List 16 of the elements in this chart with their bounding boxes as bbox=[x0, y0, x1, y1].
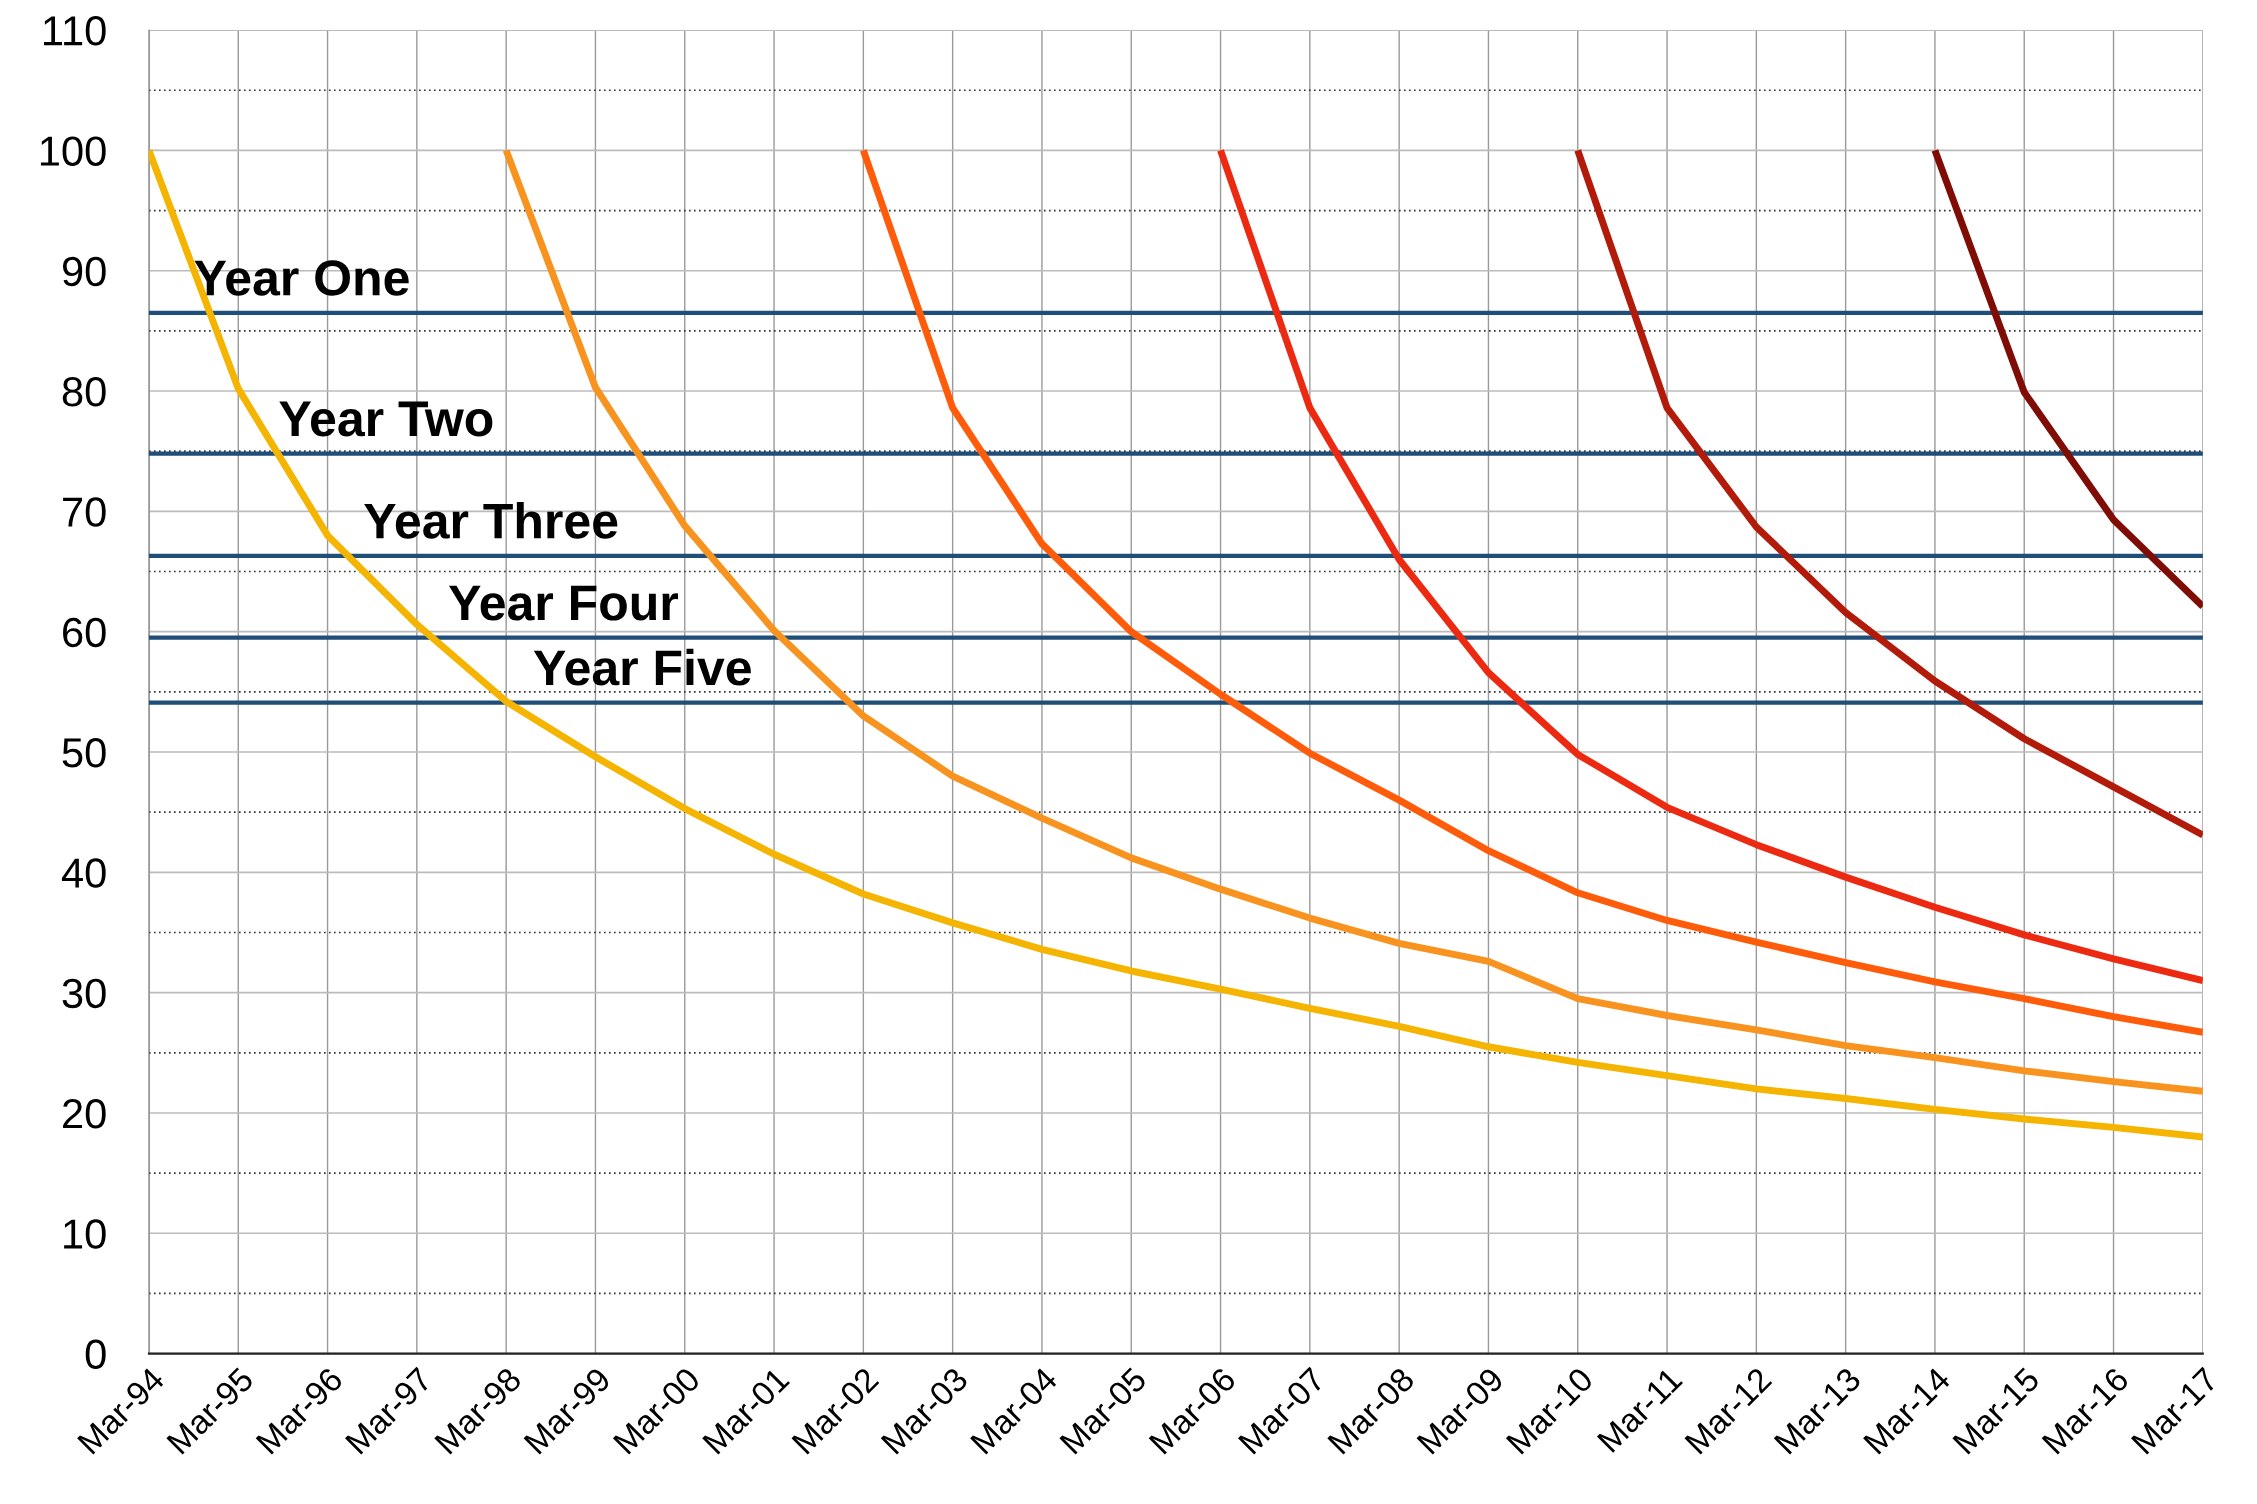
y-tick-label: 60 bbox=[63, 617, 106, 648]
y-tick-label: 20 bbox=[63, 1098, 106, 1129]
y-tick-label: 10 bbox=[64, 1219, 106, 1249]
y-tick-label: 40 bbox=[61, 858, 106, 888]
y-tick-label: 0 bbox=[85, 1339, 106, 1370]
y-tick-label: 50 bbox=[62, 738, 106, 768]
y-tick-label: 30 bbox=[62, 978, 106, 1009]
y-tick-label: 100 bbox=[40, 136, 106, 166]
ref-line-label: Year Two bbox=[279, 401, 493, 437]
ref-line-label: Year Four bbox=[448, 585, 679, 621]
ref-line-label: Year Three bbox=[364, 502, 618, 539]
y-tick-label: 90 bbox=[62, 256, 106, 287]
ref-line-label: Year Five bbox=[533, 648, 751, 686]
y-tick-label: 110 bbox=[44, 16, 106, 46]
y-tick-label: 80 bbox=[62, 377, 106, 407]
y-tick-label: 70 bbox=[63, 497, 106, 527]
